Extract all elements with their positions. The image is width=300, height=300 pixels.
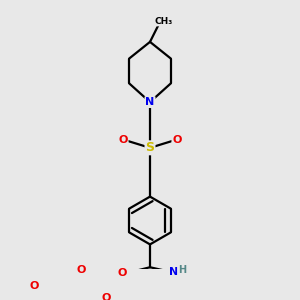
Text: O: O: [118, 268, 127, 278]
Text: H: H: [178, 265, 186, 275]
Text: O: O: [172, 134, 182, 145]
Text: O: O: [102, 293, 111, 300]
Text: N: N: [146, 97, 154, 107]
Text: O: O: [30, 281, 39, 291]
Text: S: S: [146, 141, 154, 154]
Text: O: O: [77, 265, 86, 275]
Text: CH₃: CH₃: [155, 16, 173, 26]
Text: N: N: [169, 267, 178, 278]
Text: O: O: [118, 134, 128, 145]
